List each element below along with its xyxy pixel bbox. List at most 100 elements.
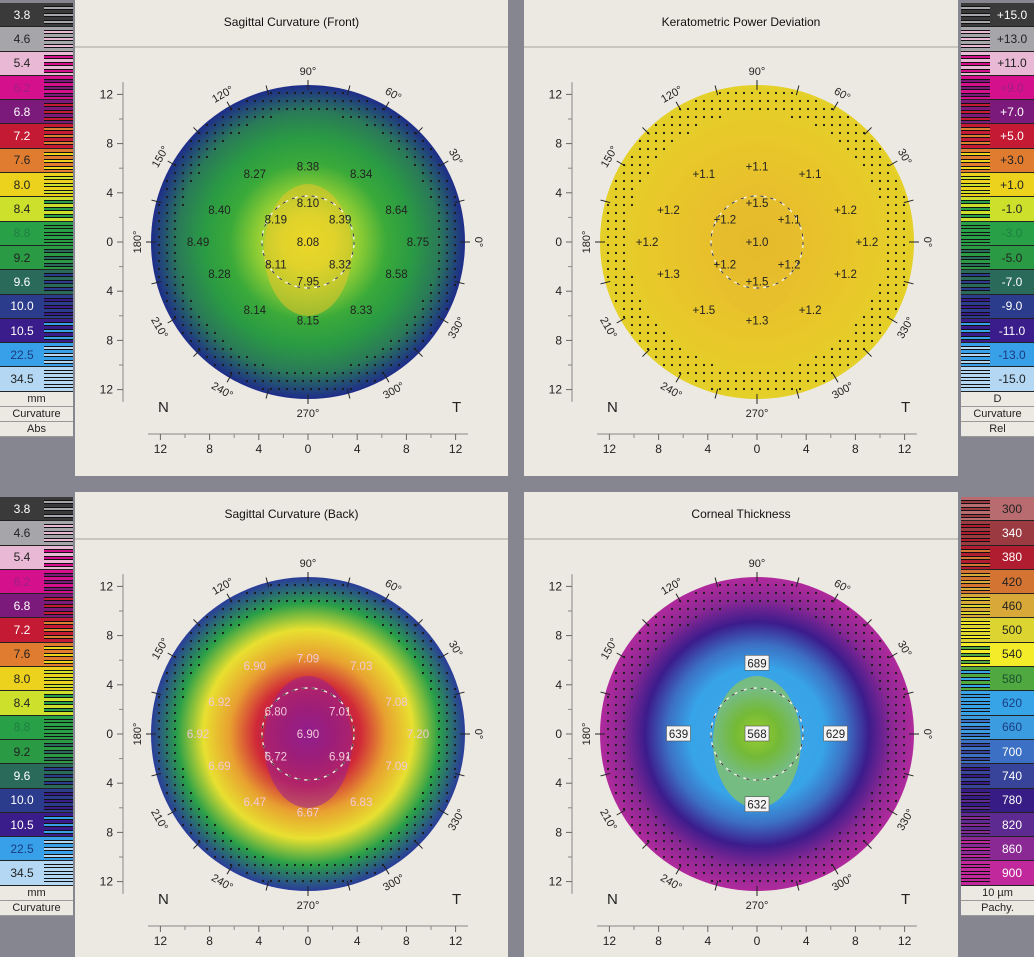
- dot: [902, 767, 906, 771]
- panel-sagittal-back[interactable]: Sagittal Curvature (Back) 12 8 4 0 4 8 12 12 8 4 0…: [75, 492, 508, 957]
- dot: [173, 703, 177, 707]
- scale-step-bands: [961, 197, 990, 221]
- angle-tick: [714, 880, 719, 891]
- dot: [734, 91, 738, 95]
- dot: [165, 703, 169, 707]
- dot: [413, 655, 417, 659]
- dot: [718, 863, 722, 867]
- dot: [397, 123, 401, 127]
- scale-step-bands: [44, 764, 73, 788]
- x-tick-label: 8: [206, 934, 213, 948]
- dot: [894, 759, 898, 763]
- scale-step-bands: [44, 27, 73, 51]
- dot: [285, 871, 289, 875]
- value-label-box: [744, 796, 770, 812]
- map-title: Sagittal Curvature (Back): [75, 492, 508, 540]
- dot: [694, 123, 698, 127]
- panel-sagittal-front[interactable]: Sagittal Curvature (Front) 12 8 4 0 4 8 12 12 8 4…: [75, 0, 508, 476]
- dot: [854, 355, 858, 359]
- dot: [173, 727, 177, 731]
- dot: [630, 791, 634, 795]
- dot: [830, 347, 834, 351]
- y-tick-label: 4: [555, 186, 562, 200]
- dot: [638, 815, 642, 819]
- dot: [293, 387, 297, 391]
- dot: [766, 371, 770, 375]
- scale-step-label: 3.8: [0, 3, 44, 27]
- dot: [830, 863, 834, 867]
- map-value-label: 8.15: [297, 316, 319, 328]
- dot: [894, 735, 898, 739]
- dot: [341, 583, 345, 587]
- scale-step-bands: [961, 318, 990, 343]
- dot: [413, 831, 417, 835]
- scale-step-label: 500: [990, 618, 1034, 642]
- dot: [702, 863, 706, 867]
- dot: [886, 179, 890, 183]
- scale-step: 460: [961, 594, 1034, 619]
- dot: [846, 631, 850, 635]
- panel-keratometric-deviation[interactable]: Keratometric Power Deviation 12 8 4 0 4 8 12 12…: [524, 0, 958, 476]
- angle-tick: [616, 652, 626, 659]
- dot: [902, 275, 906, 279]
- degree-label: 210°: [597, 315, 619, 341]
- dot: [750, 591, 754, 595]
- dot: [678, 615, 682, 619]
- dot: [349, 371, 353, 375]
- dot: [349, 379, 353, 383]
- dot: [429, 679, 433, 683]
- dot: [774, 599, 778, 603]
- dot: [862, 323, 866, 327]
- dot: [341, 599, 345, 603]
- dot: [886, 203, 890, 207]
- panel-corneal-thickness[interactable]: Corneal Thickness 12 8 4 0 4 8 12 12 8 4 0 4 8 12 90° 6…: [524, 492, 958, 957]
- dot: [157, 727, 161, 731]
- dot: [213, 615, 217, 619]
- dot: [782, 91, 786, 95]
- dot: [854, 323, 858, 327]
- map-value-label: +1.5: [746, 276, 769, 288]
- dot: [181, 767, 185, 771]
- dot: [421, 791, 425, 795]
- dot: [413, 163, 417, 167]
- angle-tick: [265, 577, 270, 588]
- dot: [445, 283, 449, 287]
- dot: [662, 131, 666, 135]
- dot: [894, 687, 898, 691]
- dot: [261, 871, 265, 875]
- dot: [894, 291, 898, 295]
- scale-step-bands: [961, 367, 990, 391]
- dot: [437, 743, 441, 747]
- dot: [421, 807, 425, 811]
- dot: [173, 299, 177, 303]
- dot: [734, 371, 738, 375]
- angle-tick: [226, 593, 233, 603]
- dot: [614, 719, 618, 723]
- dot: [798, 363, 802, 367]
- dot: [670, 139, 674, 143]
- map-value-label: 7.20: [407, 729, 429, 741]
- angle-tick: [864, 619, 872, 627]
- dot: [293, 379, 297, 383]
- dot: [702, 599, 706, 603]
- dot: [229, 607, 233, 611]
- dot: [221, 623, 225, 627]
- dot: [333, 99, 337, 103]
- dot: [381, 115, 385, 119]
- dot: [429, 331, 433, 335]
- y-tick-label: 0: [555, 727, 562, 741]
- dot: [878, 195, 882, 199]
- dot: [397, 147, 401, 151]
- dot: [429, 639, 433, 643]
- scale-step-bands: [961, 812, 990, 837]
- dot: [798, 107, 802, 111]
- dot: [413, 815, 417, 819]
- dot: [622, 743, 626, 747]
- dot: [253, 863, 257, 867]
- dot: [678, 839, 682, 843]
- scale-step-label: 460: [990, 594, 1034, 618]
